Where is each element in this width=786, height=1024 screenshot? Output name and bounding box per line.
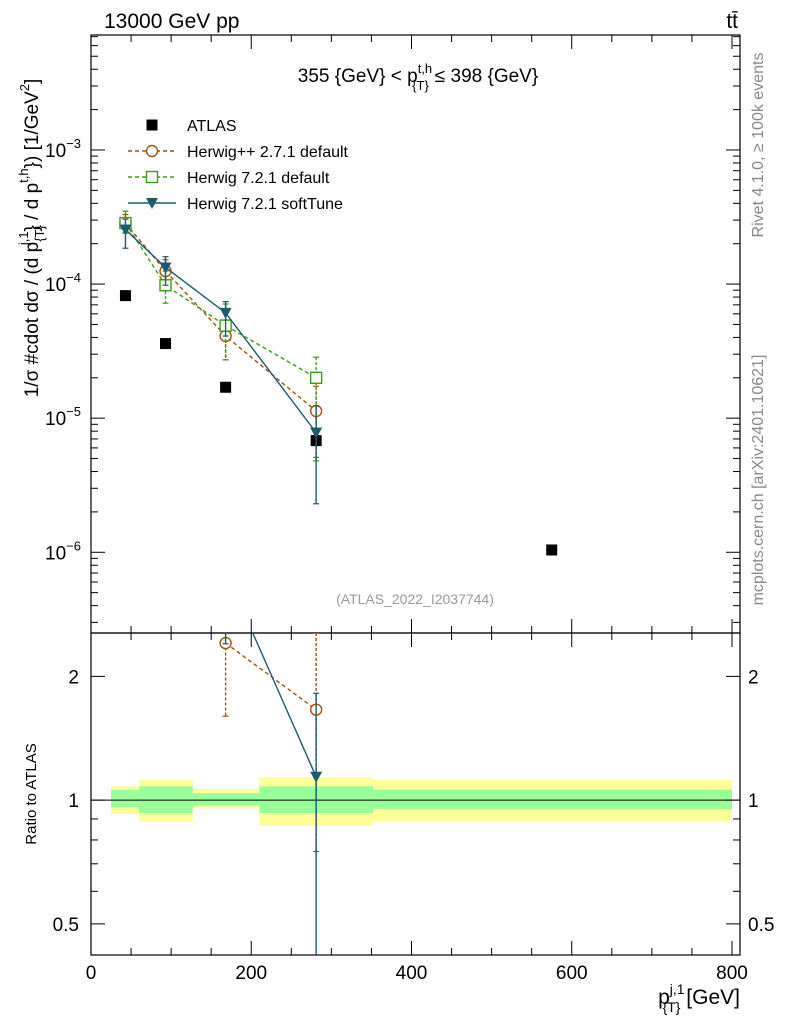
main-ytick-label: 10−6 (45, 538, 81, 564)
mcplots-label: mcplots.cern.ch [arXiv:2401.10621] (750, 355, 767, 606)
series-line (124, 222, 317, 379)
tick-exponent: −4 (66, 270, 81, 285)
main-series-herwig-7-2-1-softtune (119, 218, 323, 505)
xlabel-pre: p (658, 986, 670, 1009)
ylabel-sup: j,1 (16, 231, 31, 246)
band-inner-2 (192, 793, 260, 806)
ratio-ytick-label-right: 2 (748, 667, 759, 688)
tick-base: 10 (45, 543, 66, 564)
xlabel-sub: {T} (663, 999, 681, 1015)
tick-exponent: −6 (66, 538, 81, 553)
ylabel-end: ] (22, 79, 43, 84)
main-series-herwig-2-7-1-default (119, 213, 323, 458)
band-inner-4 (373, 789, 732, 810)
xtick-label: 600 (556, 963, 588, 984)
series-line (124, 222, 317, 412)
data-point (119, 224, 132, 236)
rivet-label: Rivet 4.1.0, ≥ 100k events (750, 53, 767, 238)
legend-item: ATLAS (146, 118, 237, 135)
ratio-ytick-label-left: 2 (68, 667, 79, 688)
legend-item: Herwig++ 2.7.1 default (128, 144, 349, 161)
title-pre: 355 {GeV} < p (298, 66, 418, 87)
legend-marker (146, 119, 158, 131)
data-point (310, 771, 323, 783)
data-point (220, 566, 232, 577)
legend-item: Herwig 7.2.1 softTune (128, 196, 343, 213)
tick-base: 10 (45, 409, 66, 430)
ratio-panel-frame (90, 632, 741, 956)
energy-label: 13000 GeV pp (104, 10, 239, 33)
main-ylabel: 1/σ #cdot dσ / (d p{T}j,1} / d pt,h}) [1… (16, 79, 47, 398)
legend-marker (146, 198, 158, 209)
ratio-ytick-label-right: 1 (748, 791, 759, 812)
xtick-label: 200 (235, 963, 267, 984)
main-ytick-label: 10−5 (45, 404, 81, 430)
xlabel-sup: j,1 (669, 981, 685, 997)
xtick-label: 800 (716, 963, 748, 984)
ratio-series-herwig-7-2-1-softtune (220, 566, 323, 955)
data-point (220, 381, 232, 393)
ratio-ylabel: Ratio to ATLAS (23, 743, 40, 844)
legend-marker (145, 144, 159, 158)
ylabel-post: }) [1/GeV (22, 91, 43, 168)
title-post: ≤ 398 {GeV} (435, 66, 538, 87)
data-point (160, 338, 172, 350)
tick-exponent: −5 (66, 404, 81, 419)
data-point (219, 307, 232, 319)
data-point (309, 371, 323, 384)
tick-base: 10 (45, 141, 66, 162)
ylabel-pre: 1/σ #cdot dσ / (d p (22, 242, 43, 397)
title-sup: t,h (418, 61, 432, 76)
data-point (119, 290, 131, 302)
ylabel-mid: } / d p (22, 183, 43, 232)
legend-label: Herwig++ 2.7.1 default (187, 144, 349, 161)
series-line (225, 642, 317, 711)
legend-label: Herwig 7.2.1 softTune (187, 196, 343, 213)
legend-label: ATLAS (187, 118, 237, 135)
process-label: tt̄ (726, 10, 738, 33)
xlabel-post: [GeV] (680, 986, 740, 1009)
ylabel-sub: {T} (32, 225, 47, 242)
main-title: 355 {GeV} < pt,h {T} ≤ 398 {GeV} (298, 61, 538, 93)
xtick-label: 0 (86, 963, 97, 984)
xtick-label: 400 (396, 963, 428, 984)
legend: ATLAS Herwig++ 2.7.1 default Herwig 7.2.1 … (128, 118, 349, 213)
tick-base: 10 (45, 275, 66, 296)
main-ytick-label: 10−3 (45, 136, 81, 162)
main-ytick-label: 10−4 (45, 270, 81, 296)
ratio-ytick-label-left: 0.5 (53, 915, 79, 936)
ratio-ytick-label-left: 1 (68, 791, 79, 812)
data-point (546, 544, 558, 556)
x-axis-label: pj,1 {T} [GeV] (658, 981, 740, 1015)
ratio-bands (111, 777, 732, 827)
band-inner-0 (111, 789, 140, 808)
main-axis-ticks: 10−610−510−410−3 (45, 35, 740, 633)
ratio-series (219, 566, 323, 955)
legend-label: Herwig 7.2.1 default (187, 170, 330, 187)
main-series-atlas (119, 290, 558, 556)
legend-item: Herwig 7.2.1 default (128, 170, 330, 187)
data-point (159, 262, 172, 274)
tick-exponent: −3 (66, 136, 81, 151)
data-point (310, 427, 323, 439)
legend-marker (145, 170, 159, 184)
ylabel-sup2: t,h (16, 168, 31, 182)
ratio-ytick-label-right: 0.5 (748, 915, 774, 936)
series-line (124, 229, 317, 434)
title-sub: {T} (412, 78, 429, 93)
main-series (119, 210, 558, 556)
ratio-axis-ticks: 0.5 0.5 1 1 2 2 0 200 400 600 800 (53, 633, 774, 984)
series-line (251, 633, 317, 778)
analysis-watermark: (ATLAS_2022_I2037744) (336, 591, 494, 607)
ylabel-sq: 2 (17, 84, 32, 91)
